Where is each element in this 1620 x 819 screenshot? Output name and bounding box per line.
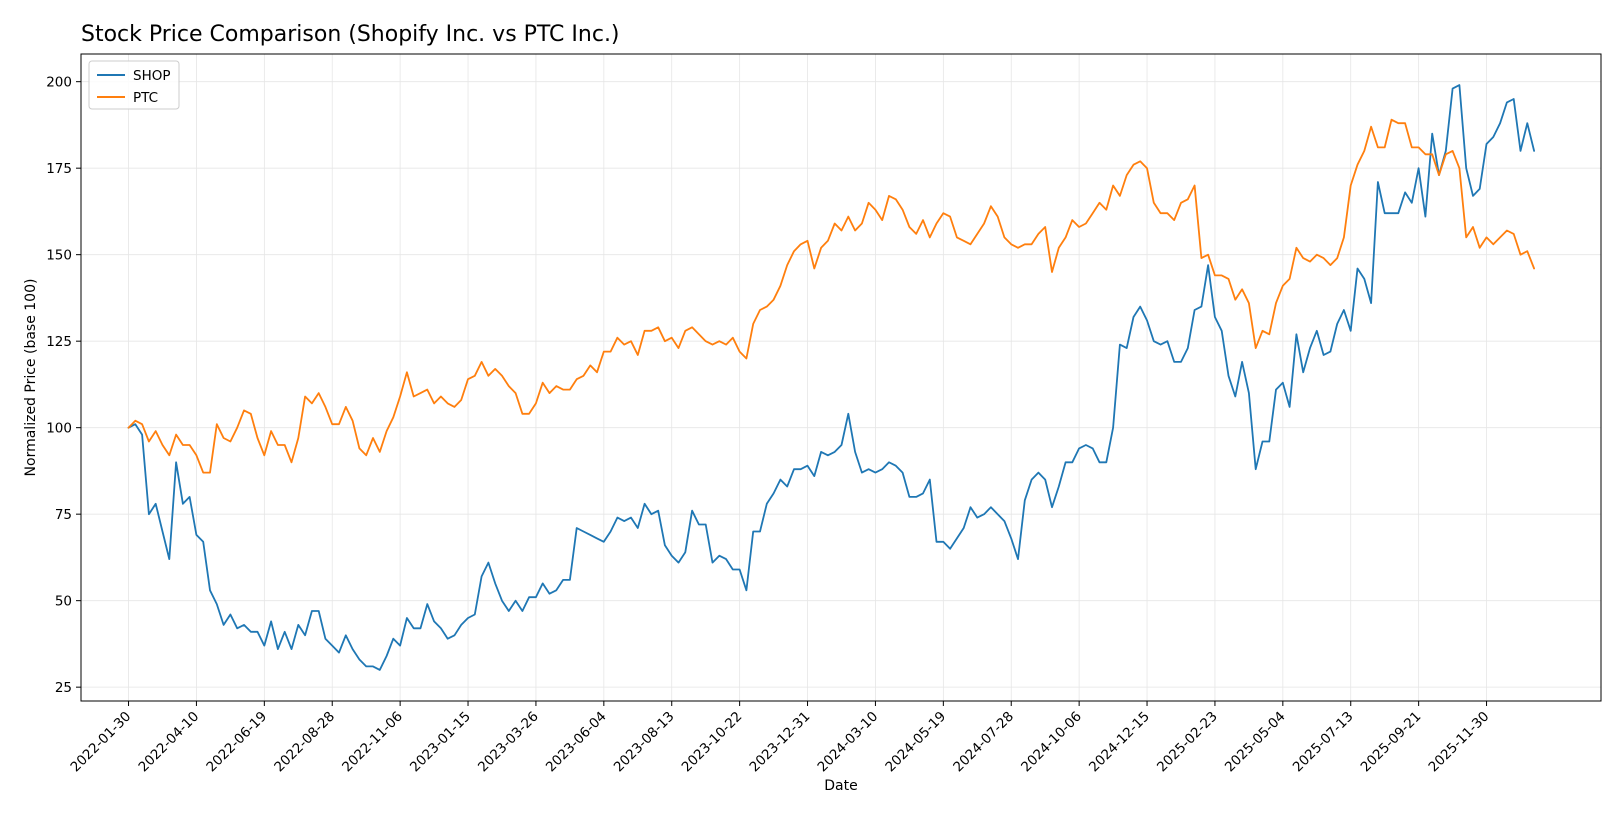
- x-tick-label: 2022-11-06: [339, 709, 406, 776]
- series-line-shop: [127, 84, 1535, 671]
- x-tick-label: 2022-06-19: [203, 709, 270, 776]
- x-tick-label: 2025-02-23: [1154, 709, 1221, 776]
- x-tick-label: 2022-04-10: [135, 709, 202, 776]
- x-tick-label: 2024-07-28: [950, 709, 1017, 776]
- x-tick-label: 2023-10-22: [679, 709, 746, 776]
- x-tick-label: 2025-11-30: [1426, 709, 1493, 776]
- ticks-layer: 25 50 75 100 125 150 175 200 2022-01-30 2022-04-1…: [46, 75, 1492, 776]
- x-tick-label: 2025-05-04: [1222, 709, 1289, 776]
- y-tick-label: 50: [55, 594, 72, 610]
- y-tick-label: 25: [55, 680, 72, 696]
- y-tick-label: 125: [46, 334, 72, 350]
- y-tick-label: 175: [46, 161, 72, 177]
- x-tick-label: 2022-08-28: [271, 709, 338, 776]
- series-line-ptc: [127, 118, 1535, 474]
- y-tick-label: 100: [46, 421, 72, 437]
- x-tick-label: 2025-09-21: [1358, 709, 1425, 776]
- chart-title: Stock Price Comparison (Shopify Inc. vs …: [81, 22, 620, 47]
- x-tick-label: 2025-07-13: [1290, 709, 1357, 776]
- legend-label-ptc: PTC: [133, 90, 158, 106]
- x-tick-label: 2023-12-31: [747, 709, 814, 776]
- x-tick-label: 2024-12-15: [1086, 709, 1153, 776]
- plot-frame: [80, 53, 1602, 702]
- x-tick-label: 2023-03-26: [475, 709, 542, 776]
- y-tick-label: 200: [46, 75, 72, 91]
- legend: SHOP PTC: [88, 60, 180, 110]
- y-axis-label: Normalized Price (base 100): [23, 279, 39, 477]
- x-tick-label: 2023-08-13: [611, 709, 678, 776]
- x-tick-label: 2023-01-15: [407, 709, 474, 776]
- grid-layer: [81, 54, 1601, 701]
- y-tick-label: 75: [55, 507, 72, 523]
- x-tick-label: 2024-10-06: [1018, 709, 1085, 776]
- legend-label-shop: SHOP: [133, 68, 171, 84]
- x-tick-label: 2023-06-04: [543, 709, 610, 776]
- series-layer: [127, 84, 1535, 671]
- y-tick-label: 150: [46, 248, 72, 264]
- x-tick-label: 2022-01-30: [68, 709, 135, 776]
- x-tick-label: 2024-03-10: [814, 709, 881, 776]
- x-tick-label: 2024-05-19: [882, 709, 949, 776]
- x-axis-label: Date: [824, 778, 857, 794]
